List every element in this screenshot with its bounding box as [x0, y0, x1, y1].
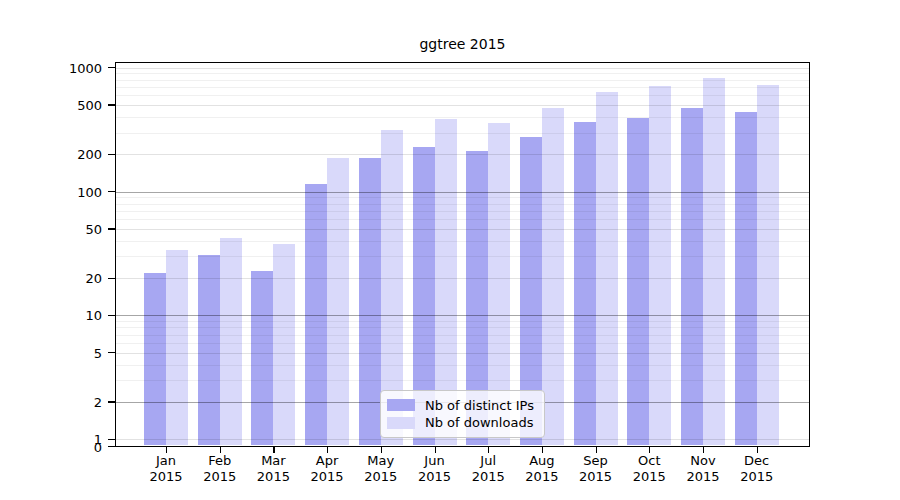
- x-tick-feb: [220, 447, 221, 453]
- y-tick-label-2: 2: [30, 395, 102, 410]
- gridline-10: [116, 315, 809, 316]
- x-tick-jan: [166, 447, 167, 453]
- y-tick-2: [108, 401, 116, 402]
- chart-title: ggtree 2015: [115, 36, 810, 52]
- y-tick-label-100: 100: [30, 184, 102, 199]
- gridline-700: [116, 87, 809, 88]
- gridline-40: [116, 241, 809, 242]
- y-tick-label-1000: 1000: [30, 60, 102, 75]
- gridline-30: [116, 256, 809, 257]
- gridline-90: [116, 197, 809, 198]
- gridline-800: [116, 80, 809, 81]
- x-tick-oct: [649, 447, 650, 453]
- x-tick-label-line: Dec: [725, 453, 789, 469]
- gridline-600: [116, 95, 809, 96]
- gridline-60: [116, 219, 809, 220]
- y-tick-50: [108, 228, 116, 229]
- gridline-7: [116, 335, 809, 336]
- legend: Nb of distinct IPs Nb of downloads: [380, 390, 545, 438]
- x-tick-jul: [488, 447, 489, 453]
- x-tick-label-dec: Dec2015: [725, 453, 789, 484]
- gridline-500: [116, 105, 809, 106]
- gridline-400: [116, 117, 809, 118]
- y-tick-label-0: 0: [30, 439, 102, 454]
- x-tick-jun: [435, 447, 436, 453]
- x-tick-dec: [757, 447, 758, 453]
- y-tick-10: [108, 315, 116, 316]
- gridline-9: [116, 321, 809, 322]
- gridline-80: [116, 204, 809, 205]
- legend-label-distinct-ips: Nb of distinct IPs: [425, 398, 534, 413]
- legend-swatch-downloads: [387, 417, 415, 429]
- gridline-1: [116, 439, 809, 440]
- bar-downloads-dec: [757, 85, 779, 445]
- y-tick-1000: [108, 67, 116, 68]
- bar-distinct-ips-jan: [144, 273, 166, 445]
- legend-row-distinct-ips: Nb of distinct IPs: [387, 397, 544, 415]
- gridline-20: [116, 278, 809, 279]
- legend-swatch-distinct-ips: [387, 399, 415, 411]
- gridline-3: [116, 380, 809, 381]
- bar-distinct-ips-sep: [574, 122, 596, 446]
- x-tick-sep: [596, 447, 597, 453]
- gridline-100: [116, 192, 809, 193]
- bar-downloads-mar: [273, 244, 295, 446]
- y-tick-100: [108, 191, 116, 192]
- x-tick-may: [381, 447, 382, 453]
- y-tick-label-200: 200: [30, 147, 102, 162]
- gridline-900: [116, 73, 809, 74]
- x-tick-label-line: 2015: [725, 469, 789, 485]
- x-tick-nov: [703, 447, 704, 453]
- y-tick-label-10: 10: [30, 308, 102, 323]
- y-tick-500: [108, 104, 116, 105]
- legend-row-downloads: Nb of downloads: [387, 414, 544, 432]
- bar-downloads-aug: [542, 108, 564, 445]
- bar-distinct-ips-feb: [198, 255, 220, 446]
- gridline-300: [116, 133, 809, 134]
- gridline-4: [116, 365, 809, 366]
- bar-downloads-sep: [596, 92, 618, 445]
- y-tick-5: [108, 352, 116, 353]
- y-tick-label-20: 20: [30, 271, 102, 286]
- bar-downloads-feb: [220, 238, 242, 445]
- y-tick-20: [108, 278, 116, 279]
- y-tick-label-50: 50: [30, 221, 102, 236]
- gridline-200: [116, 154, 809, 155]
- bar-downloads-oct: [649, 86, 671, 445]
- gridline-70: [116, 211, 809, 212]
- y-tick-label-500: 500: [30, 98, 102, 113]
- y-tick-200: [108, 154, 116, 155]
- bar-distinct-ips-oct: [627, 118, 649, 445]
- y-tick-label-5: 5: [30, 345, 102, 360]
- y-tick-1: [108, 439, 116, 440]
- gridline-8: [116, 327, 809, 328]
- gridline-5: [116, 353, 809, 354]
- x-tick-mar: [273, 447, 274, 453]
- gridline-6: [116, 343, 809, 344]
- gridline-50: [116, 229, 809, 230]
- chart-figure: ggtree 2015 Nb of distinct IPs Nb of dow…: [0, 0, 900, 500]
- x-tick-aug: [542, 447, 543, 453]
- y-tick-0: [108, 446, 116, 447]
- bar-distinct-ips-mar: [251, 271, 273, 446]
- bar-distinct-ips-nov: [681, 108, 703, 446]
- legend-label-downloads: Nb of downloads: [425, 415, 533, 430]
- x-tick-apr: [327, 447, 328, 453]
- gridline-1000: [116, 68, 809, 69]
